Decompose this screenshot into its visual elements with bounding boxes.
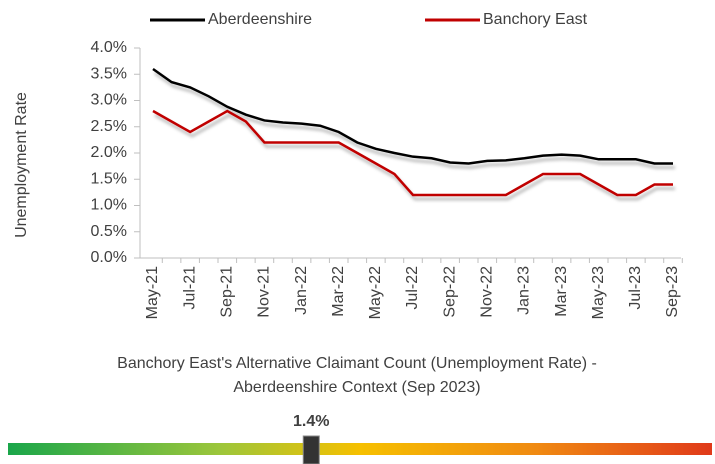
x-tick-label: Sep-22 xyxy=(441,266,458,318)
x-tick-label: Mar-23 xyxy=(553,266,570,317)
x-tick-label: May-22 xyxy=(367,266,384,319)
y-tick-label: 1.5% xyxy=(91,170,127,187)
y-tick-label: 4.0% xyxy=(91,39,127,56)
y-tick-label: 3.5% xyxy=(91,65,127,82)
gauge-bar xyxy=(8,443,712,455)
gauge-label: 1.4% xyxy=(293,413,329,430)
x-tick-label: Jan-23 xyxy=(516,266,533,315)
y-axis-title: Unemployment Rate xyxy=(13,92,30,238)
x-tick-label: Nov-22 xyxy=(479,266,496,318)
y-tick-label: 3.0% xyxy=(91,92,127,109)
caption: Aberdeenshire Context (Sep 2023) xyxy=(233,379,480,396)
y-tick-label: 0.5% xyxy=(91,223,127,240)
series-line xyxy=(152,109,673,197)
legend-label: Aberdeenshire xyxy=(208,11,312,28)
y-tick-label: 0.0% xyxy=(91,249,127,266)
x-tick-label: Jul-23 xyxy=(627,266,644,310)
y-tick-label: 2.5% xyxy=(91,118,127,135)
legend-label: Banchory East xyxy=(483,11,588,28)
x-tick-label: Sep-23 xyxy=(664,266,681,318)
x-tick-label: May-21 xyxy=(144,266,161,319)
x-tick-label: Sep-21 xyxy=(219,266,236,318)
x-tick-label: May-23 xyxy=(590,266,607,319)
x-tick-label: Nov-21 xyxy=(256,266,273,318)
x-tick-label: Jan-22 xyxy=(293,266,310,315)
y-tick-label: 1.0% xyxy=(91,197,127,214)
x-tick-label: Mar-22 xyxy=(330,266,347,317)
gauge-marker xyxy=(302,435,320,464)
y-tick-label: 2.0% xyxy=(91,144,127,161)
x-tick-label: Jul-22 xyxy=(404,266,421,310)
series-line xyxy=(152,67,673,165)
caption: Banchory East's Alternative Claimant Cou… xyxy=(117,355,597,372)
x-tick-label: Jul-21 xyxy=(181,266,198,310)
